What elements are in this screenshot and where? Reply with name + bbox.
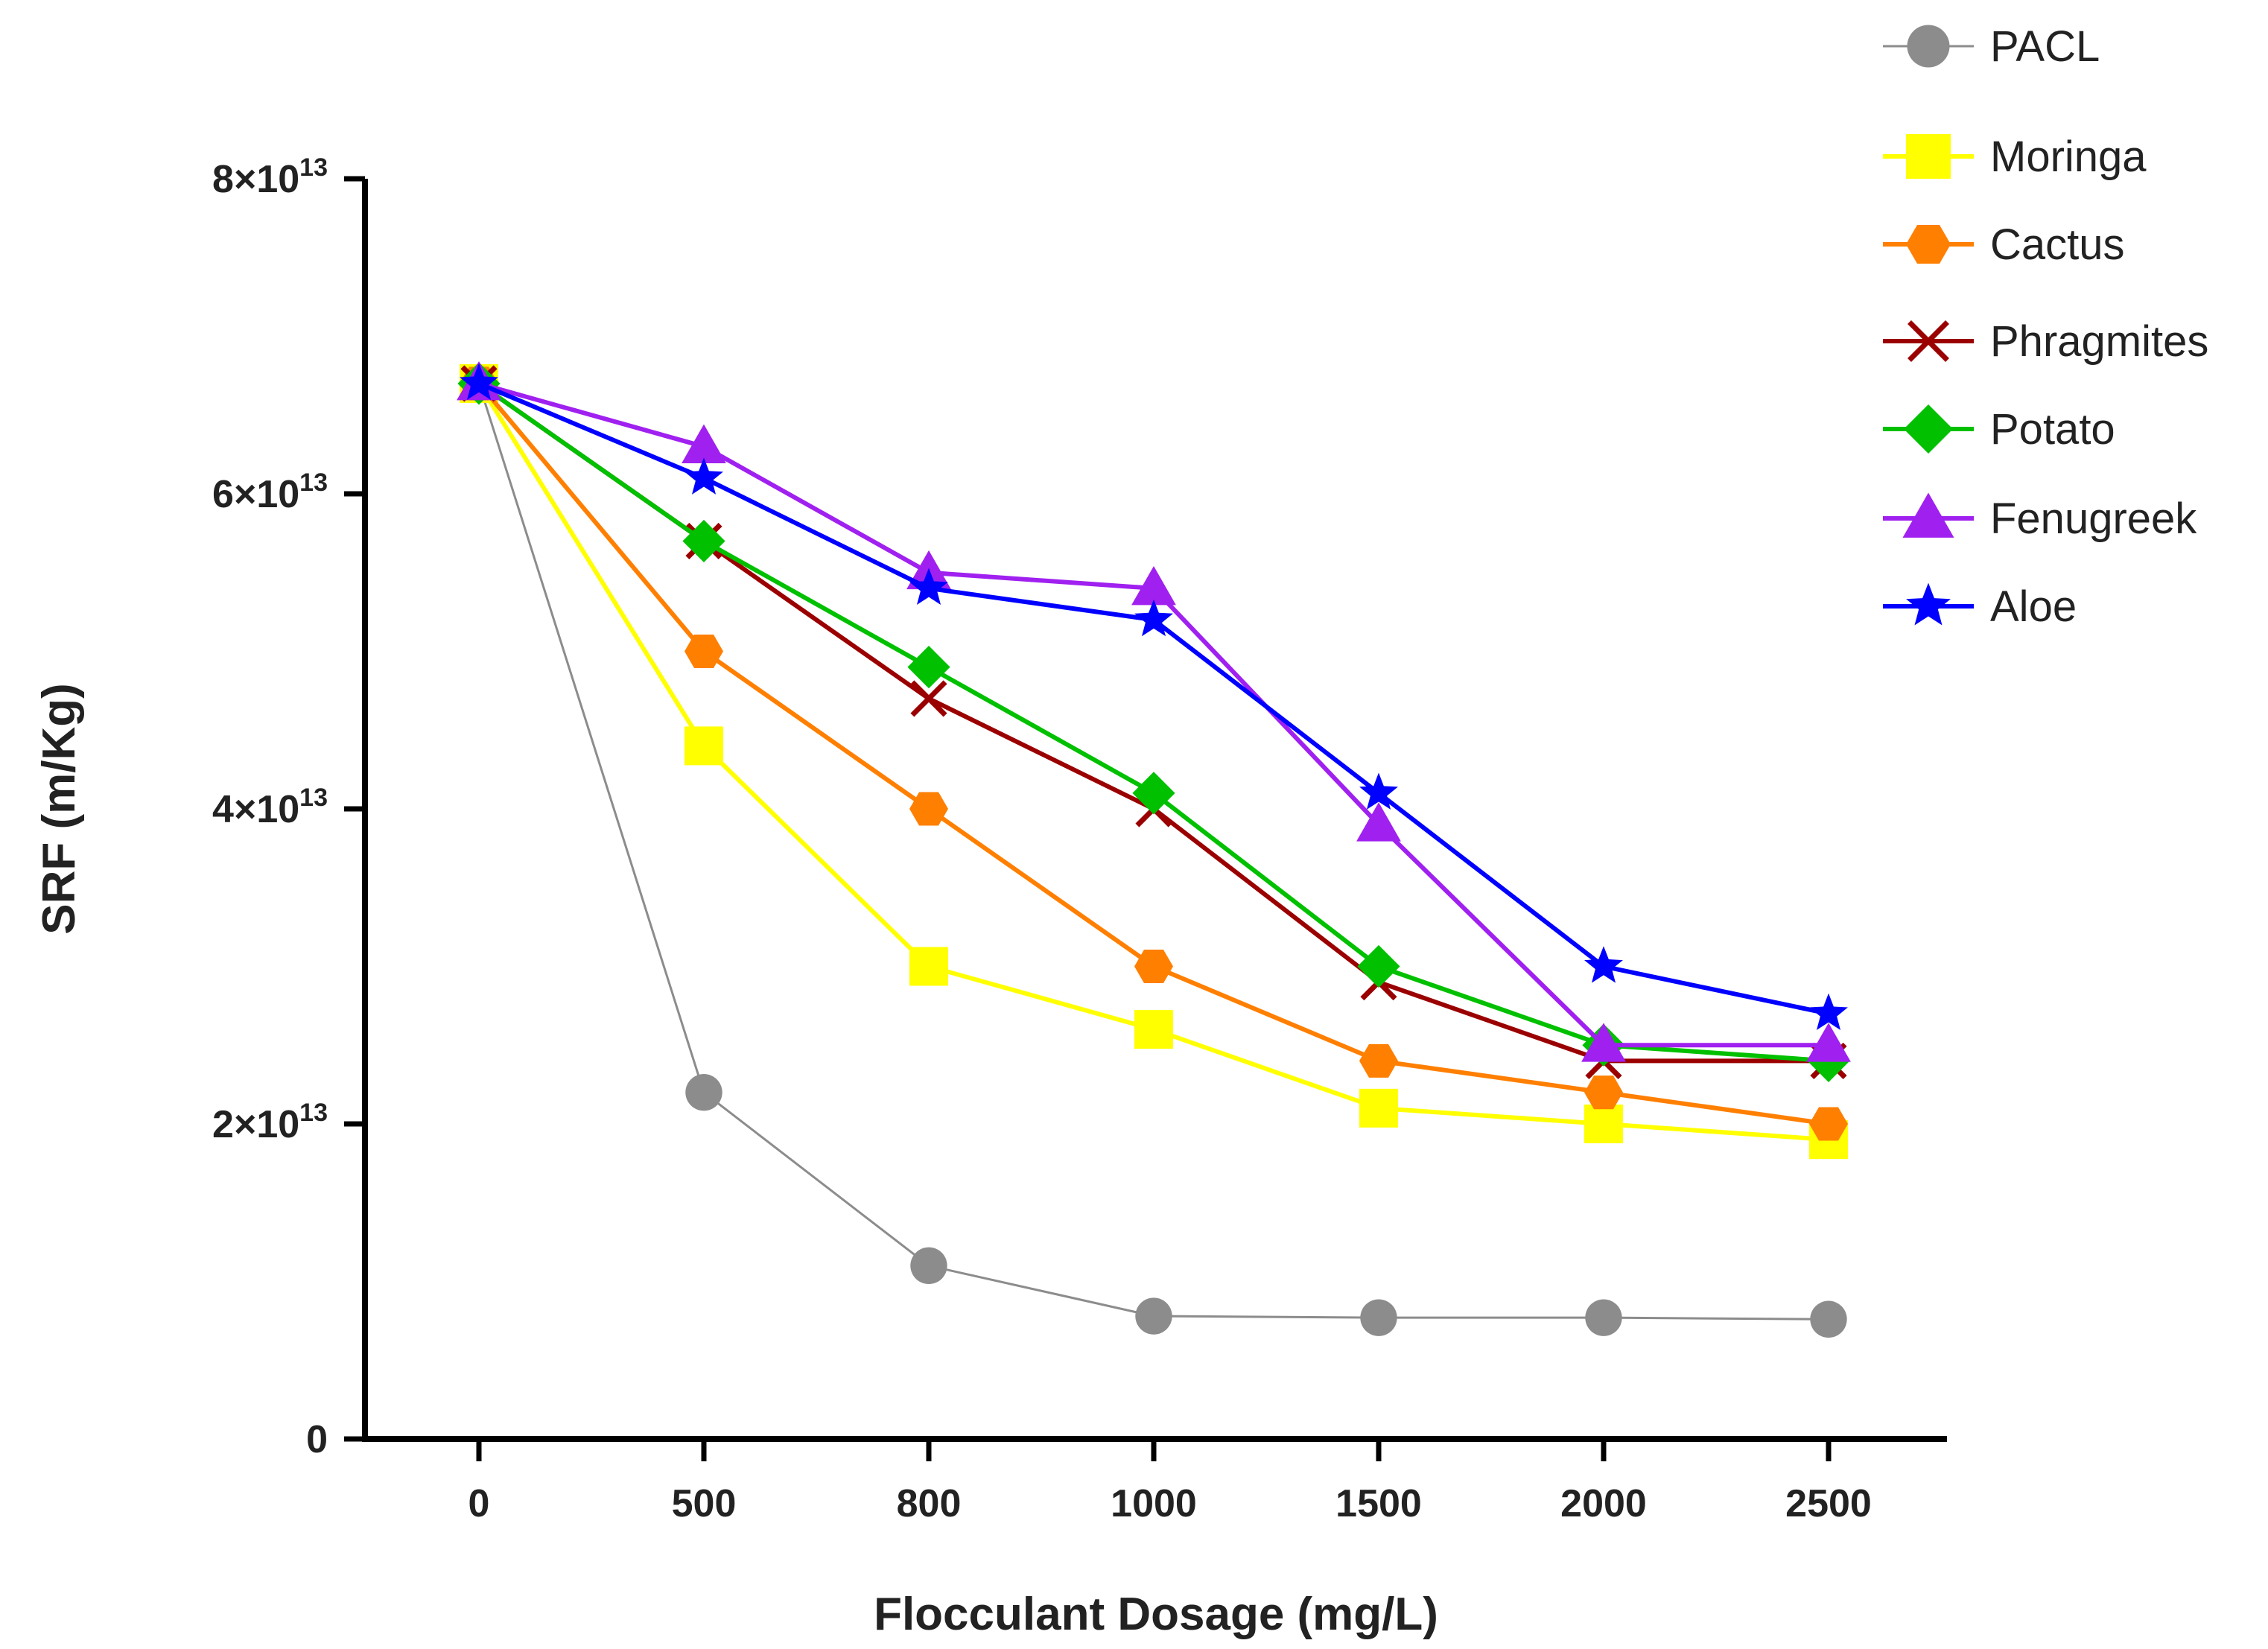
y-tick-mantissa: 4×10 — [212, 788, 299, 831]
x-tick-label: 2500 — [1785, 1482, 1872, 1525]
data-point — [1134, 1010, 1173, 1049]
legend: PACL Moringa Cactus Phragmites Potato Fenugre… — [1883, 22, 2208, 631]
data-point — [1359, 772, 1398, 810]
x-tick-label: 500 — [672, 1482, 737, 1525]
data-point — [909, 568, 948, 605]
legend-label: Phragmites — [1990, 317, 2208, 366]
legend-item-moringa: Moringa — [1883, 133, 2147, 181]
legend-label: Potato — [1990, 405, 2115, 454]
data-point — [1356, 802, 1401, 842]
data-point — [1584, 1075, 1623, 1110]
data-point — [684, 457, 723, 495]
data-point — [1135, 1297, 1172, 1335]
y-tick-label: 2×1013 — [212, 1099, 328, 1146]
data-point — [1134, 949, 1173, 984]
x-ticks: 0 500 800 1000 1500 2000 2500 — [468, 1439, 1872, 1525]
data-point — [1131, 566, 1176, 606]
series-line — [477, 381, 1829, 1016]
y-tick-label: 6×1013 — [212, 468, 328, 516]
data-point — [1584, 1105, 1623, 1143]
data-point — [907, 646, 950, 689]
y-tick-label: 0 — [306, 1418, 328, 1461]
data-point — [909, 792, 948, 826]
y-tick-exponent: 13 — [299, 468, 328, 497]
x-tick-label: 0 — [468, 1482, 490, 1525]
legend-label: Fenugreek — [1990, 495, 2197, 543]
data-point — [460, 363, 498, 401]
legend-marker — [1906, 582, 1951, 626]
data-point — [685, 1074, 722, 1111]
y-axis-title: SRF (m/Kg) — [34, 683, 85, 935]
series-pacl — [460, 365, 1847, 1338]
legend-item-cactus: Cactus — [1883, 220, 2125, 269]
data-point — [1132, 772, 1175, 815]
data-point — [1809, 1107, 1848, 1141]
data-point — [1359, 1088, 1398, 1128]
legend-label: Aloe — [1990, 582, 2077, 631]
legend-label: Moringa — [1990, 133, 2147, 181]
y-tick-label: 4×1013 — [212, 784, 328, 831]
data-point — [682, 519, 725, 563]
y-tick-mantissa: 2×10 — [212, 1103, 299, 1146]
series-line — [478, 381, 1829, 1048]
x-tick-label: 1000 — [1111, 1482, 1197, 1525]
legend-marker — [1906, 225, 1951, 264]
data-point — [1359, 1043, 1398, 1078]
y-tick-label: 8×1013 — [212, 153, 328, 201]
legend-label: Cactus — [1990, 220, 2125, 269]
legend-marker — [1908, 320, 1949, 362]
x-tick-label: 800 — [897, 1482, 962, 1525]
data-point — [1809, 993, 1848, 1031]
data-point — [1584, 946, 1623, 983]
y-tick-exponent: 13 — [299, 784, 328, 812]
legend-marker — [1907, 25, 1950, 68]
data-point — [909, 947, 948, 986]
data-point — [1360, 1299, 1397, 1336]
legend-item-phragmites: Phragmites — [1883, 317, 2208, 366]
data-point — [684, 634, 723, 669]
y-tick-mantissa: 6×10 — [212, 473, 299, 516]
data-point — [910, 1247, 947, 1285]
data-point — [1810, 1300, 1847, 1338]
data-point — [1134, 599, 1173, 637]
series-layer — [457, 361, 1851, 1338]
y-tick-mantissa: 8×10 — [212, 158, 299, 201]
legend-item-potato: Potato — [1883, 404, 2115, 454]
legend-marker — [1906, 134, 1951, 179]
data-point — [1581, 1023, 1626, 1062]
x-tick-label: 2000 — [1560, 1482, 1647, 1525]
legend-label: PACL — [1990, 22, 2100, 71]
data-point — [684, 726, 723, 766]
data-point — [1585, 1299, 1622, 1336]
legend-marker — [1902, 492, 1954, 538]
legend-item-pacl: PACL — [1883, 22, 2100, 71]
y-tick-exponent: 13 — [299, 1099, 328, 1127]
series-aloe — [460, 363, 1848, 1031]
data-point — [910, 680, 947, 717]
legend-item-fenugreek: Fenugreek — [1883, 492, 2197, 543]
x-axis-title: Flocculant Dosage (mg/L) — [874, 1589, 1438, 1640]
data-point — [682, 424, 726, 463]
legend-item-aloe: Aloe — [1883, 582, 2077, 631]
series-moringa — [460, 363, 1848, 1160]
data-point — [1357, 944, 1400, 988]
y-tick-exponent: 13 — [299, 153, 328, 182]
legend-marker — [1904, 404, 1953, 454]
data-point — [1806, 1023, 1851, 1062]
x-tick-label: 1500 — [1335, 1482, 1422, 1525]
